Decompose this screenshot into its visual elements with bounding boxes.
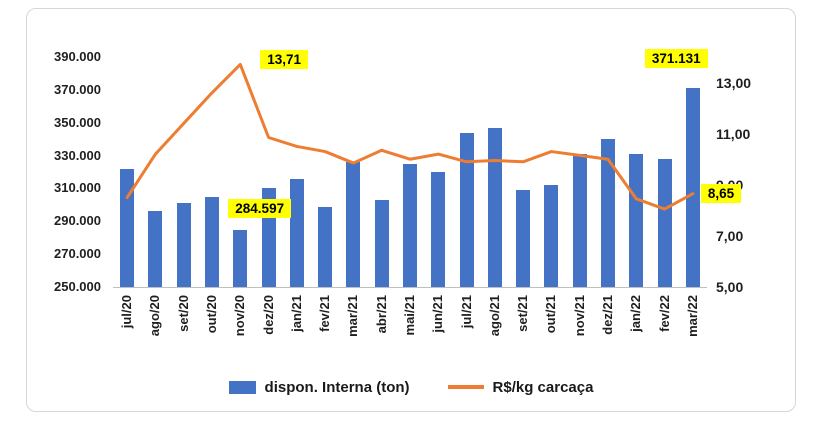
x-axis-label: ago/20 (147, 295, 163, 337)
bar (205, 196, 219, 287)
y-axis-tick-left: 350.000 (54, 114, 101, 130)
x-axis-label: mar/22 (684, 295, 700, 337)
y-axis-tick-left: 370.000 (54, 81, 101, 97)
annotation-callout: 371.131 (644, 48, 708, 68)
combo-chart: 390.000 370.000 350.000 330.000 310.000 290.0… (27, 9, 795, 411)
bar (459, 132, 474, 287)
bar (572, 153, 587, 287)
y-axis-tick-left: 390.000 (54, 49, 101, 64)
chart-legend: dispon. Interna (ton) R$/kg carcaça (27, 375, 795, 399)
x-axis-label: nov/20 (232, 295, 248, 337)
x-axis-label: out/21 (543, 295, 559, 334)
x-axis-label: fev/21 (317, 295, 333, 332)
x-axis-label: jul/20 (119, 295, 135, 329)
y-axis-tick-left: 290.000 (54, 213, 101, 229)
bar (487, 127, 502, 287)
line-series-swatch (447, 385, 484, 389)
bar (601, 139, 615, 287)
bar (289, 178, 304, 287)
y-axis-tick-left: 250.000 (54, 279, 101, 294)
annotation-callout: 13,71 (260, 50, 309, 70)
x-axis-label: abr/21 (373, 295, 389, 334)
legend-label-bar-series: dispon. Interna (ton) (264, 378, 410, 396)
x-axis-label: fev/22 (656, 295, 672, 332)
x-axis-label: jun/21 (430, 295, 446, 333)
bar (629, 153, 644, 287)
x-axis-label: jan/21 (288, 295, 304, 332)
y-axis-tick-right: 13,00 (716, 74, 752, 91)
x-axis-label: mai/21 (402, 295, 417, 336)
x-axis-label: set/20 (175, 295, 191, 332)
bar-series-swatch (228, 380, 256, 394)
bar (544, 185, 559, 287)
x-axis-label: nov/21 (571, 295, 587, 337)
y-axis-tick-right: 11,00 (716, 125, 751, 142)
y-axis-tick-right: 7,00 (716, 227, 744, 244)
y-axis-tick-left: 270.000 (54, 246, 101, 262)
bar (403, 163, 417, 287)
x-axis-label: mar/21 (345, 295, 361, 337)
x-axis-label: jan/22 (628, 295, 644, 332)
y-axis-tick-left: 330.000 (54, 147, 101, 163)
bar (516, 190, 531, 287)
bar (318, 206, 333, 287)
annotation-callout: 284.597 (228, 199, 292, 219)
bar (657, 158, 672, 287)
bar (120, 168, 135, 287)
y-axis-tick-right: 5,00 (716, 279, 744, 295)
annotation-callout: 8,65 (700, 183, 742, 203)
bar (374, 199, 389, 287)
bar (233, 230, 248, 287)
x-axis-label: dez/20 (260, 295, 276, 335)
x-axis-label: dez/21 (600, 295, 615, 335)
x-axis-label: ago/21 (486, 295, 502, 337)
bar (431, 172, 446, 287)
y-axis-tick-left: 310.000 (54, 180, 101, 196)
x-axis-line (113, 287, 707, 288)
legend-item-bar-series: dispon. Interna (ton) (228, 378, 410, 396)
legend-label-line-series: R$/kg carcaça (492, 378, 594, 396)
chart-frame: 390.000 370.000 350.000 330.000 310.000 290.0… (26, 8, 796, 412)
bar (148, 211, 163, 287)
bar (346, 162, 361, 287)
x-axis-label: out/20 (204, 295, 219, 334)
legend-item-line-series: R$/kg carcaça (447, 378, 594, 396)
bar (176, 203, 191, 287)
x-axis-label: set/21 (515, 295, 531, 332)
x-axis-label: jul/21 (458, 295, 474, 329)
bar (685, 87, 700, 287)
